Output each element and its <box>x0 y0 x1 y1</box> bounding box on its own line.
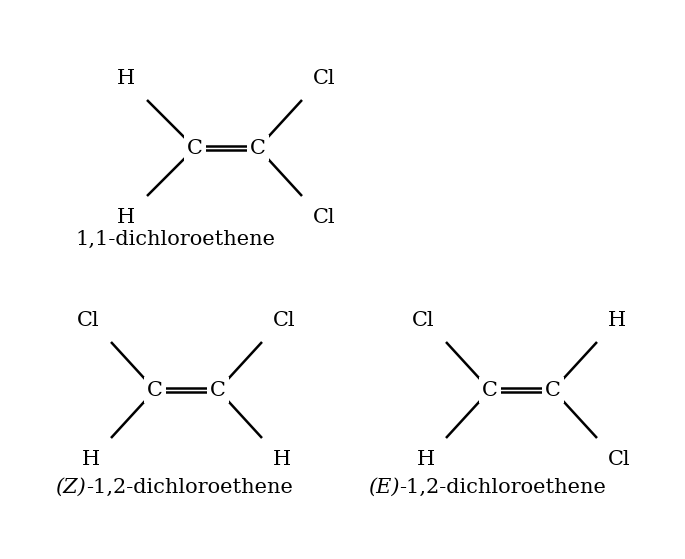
Text: H: H <box>273 450 291 469</box>
Text: C: C <box>187 139 203 158</box>
Text: Cl: Cl <box>608 450 631 469</box>
Text: C: C <box>482 381 498 400</box>
Text: H: H <box>117 69 135 88</box>
Text: H: H <box>82 450 100 469</box>
Text: C: C <box>250 139 266 158</box>
Text: 1,1-dichloroethene: 1,1-dichloroethene <box>75 230 275 249</box>
Text: H: H <box>608 311 626 330</box>
Text: -1,2-dichloroethene: -1,2-dichloroethene <box>86 478 292 497</box>
Text: Cl: Cl <box>77 311 100 330</box>
Text: Cl: Cl <box>313 208 336 227</box>
Text: C: C <box>545 381 561 400</box>
Text: C: C <box>210 381 226 400</box>
Text: Cl: Cl <box>313 69 336 88</box>
Text: C: C <box>147 381 163 400</box>
Text: Cl: Cl <box>273 311 296 330</box>
Text: Cl: Cl <box>412 311 435 330</box>
Text: (Z): (Z) <box>55 478 86 497</box>
Text: -1,2-dichloroethene: -1,2-dichloroethene <box>399 478 606 497</box>
Text: H: H <box>417 450 435 469</box>
Text: H: H <box>117 208 135 227</box>
Text: (E): (E) <box>368 478 399 497</box>
